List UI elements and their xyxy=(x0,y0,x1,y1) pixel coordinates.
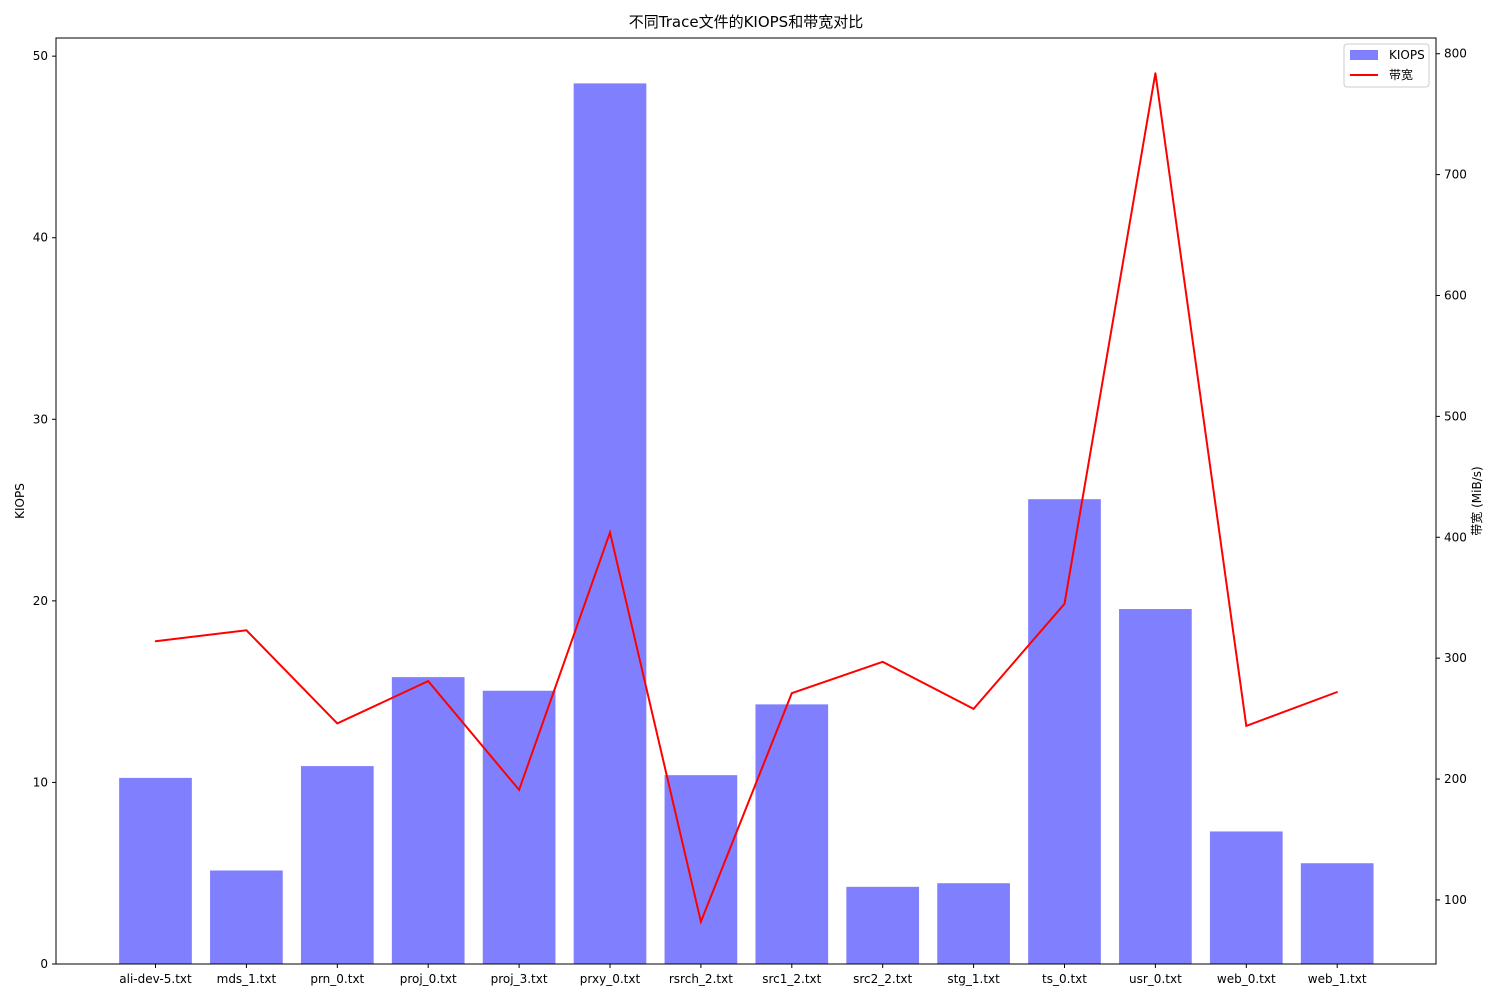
x-tick-label-proj-3-txt: proj_3.txt xyxy=(491,972,548,986)
bar-web-1-txt xyxy=(1300,863,1374,964)
bar-src1-2-txt xyxy=(755,704,829,964)
bar-stg-1-txt xyxy=(937,883,1010,964)
bandwidth-point-web-0-txt xyxy=(1245,725,1248,727)
x-tick-label-proj-0-txt: proj_0.txt xyxy=(400,972,457,986)
bandwidth-point-proj-0-txt xyxy=(427,680,430,682)
right-tick-label: 700 xyxy=(1444,168,1467,182)
x-tick-label-prn-0-txt: prn_0.txt xyxy=(310,972,364,986)
left-tick-label: 30 xyxy=(33,412,48,426)
x-tick-label-ts-0-txt: ts_0.txt xyxy=(1042,972,1087,986)
x-tick-label-src1-2-txt: src1_2.txt xyxy=(762,972,821,986)
left-tick-label: 50 xyxy=(33,49,48,63)
x-tick-label-ali-dev-5-txt: ali-dev-5.txt xyxy=(119,972,192,986)
right-axis: 100 200 300 400 500 600 700 800 xyxy=(1436,47,1467,907)
left-tick-label: 20 xyxy=(33,594,48,608)
x-tick-label-src2-2-txt: src2_2.txt xyxy=(853,972,912,986)
right-tick-label: 800 xyxy=(1444,47,1467,61)
bar-proj-3-txt xyxy=(482,690,556,964)
right-tick-label: 300 xyxy=(1444,651,1467,665)
bandwidth-point-rsrch-2-txt xyxy=(700,920,702,923)
bandwidth-point-ali-dev-5-txt xyxy=(154,640,157,643)
x-tick-label-web-0-txt: web_0.txt xyxy=(1217,972,1276,986)
legend-label-bandwidth: 带宽 xyxy=(1389,67,1413,82)
bar-web-0-txt xyxy=(1209,831,1283,964)
right-tick-label: 500 xyxy=(1444,409,1467,423)
right-tick-label: 400 xyxy=(1444,530,1467,544)
right-tick-label: 100 xyxy=(1444,893,1467,907)
bandwidth-point-src2-2-txt xyxy=(881,660,884,663)
bandwidth-point-src1-2-txt xyxy=(791,692,793,695)
bar-prxy-0-txt xyxy=(573,83,647,965)
bandwidth-point-mds-1-txt xyxy=(245,629,248,632)
bar-src2-2-txt xyxy=(846,886,920,964)
left-tick-label: 0 xyxy=(40,957,48,971)
right-tick-label: 600 xyxy=(1444,288,1467,302)
x-tick-label-mds-1-txt: mds_1.txt xyxy=(217,972,277,986)
bandwidth-line xyxy=(155,72,1338,926)
bar-ts-0-txt xyxy=(1028,499,1101,964)
y-axis-label-left: KIOPS xyxy=(13,483,27,519)
left-tick-label: 10 xyxy=(33,775,48,789)
bandwidth-point-ts-0-txt xyxy=(1063,602,1066,605)
y-axis-label-right: 带宽 (MiB/s) xyxy=(1469,466,1484,535)
bar-usr-0-txt xyxy=(1119,609,1192,964)
legend-label-kiops: KIOPS xyxy=(1389,48,1425,62)
bandwidth-point-prxy-0-txt xyxy=(609,531,611,534)
bandwidth-point-prn-0-txt xyxy=(336,722,339,725)
right-tick-label: 200 xyxy=(1444,772,1467,786)
x-tick-label-prxy-0-txt: prxy_0.txt xyxy=(580,972,641,986)
bandwidth-point-proj-3-txt xyxy=(518,789,520,791)
x-tick-label-usr-0-txt: usr_0.txt xyxy=(1129,972,1182,986)
x-tick-label-stg-1-txt: stg_1.txt xyxy=(947,972,1000,986)
x-axis: ali-dev-5.txt mds_1.txt prn_0.txt proj_0.tx… xyxy=(119,964,1367,986)
bandwidth-point-web-1-txt xyxy=(1336,691,1338,693)
bars-layer xyxy=(119,83,1374,965)
bandwidth-point-stg-1-txt xyxy=(972,708,975,710)
bar-ali-dev-5-txt xyxy=(119,777,192,964)
x-tick-label-rsrch-2-txt: rsrch_2.txt xyxy=(669,972,733,986)
x-tick-label-web-1-txt: web_1.txt xyxy=(1308,972,1367,986)
bar-rsrch-2-txt xyxy=(664,775,738,964)
bar-prn-0-txt xyxy=(300,766,374,964)
left-tick-label: 40 xyxy=(33,231,48,245)
legend-swatch-kiops xyxy=(1350,50,1378,60)
bar-proj-0-txt xyxy=(391,677,465,964)
bar-mds-1-txt xyxy=(210,870,283,964)
left-axis: 0 10 20 30 40 50 xyxy=(33,49,56,971)
legend: KIOPS 带宽 xyxy=(1343,43,1430,88)
line-layer xyxy=(154,72,1338,926)
chart-title: 不同Trace文件的KIOPS和带宽对比 xyxy=(629,13,863,31)
bandwidth-point-usr-0-txt xyxy=(1154,72,1157,74)
plot-frame xyxy=(55,37,1437,965)
